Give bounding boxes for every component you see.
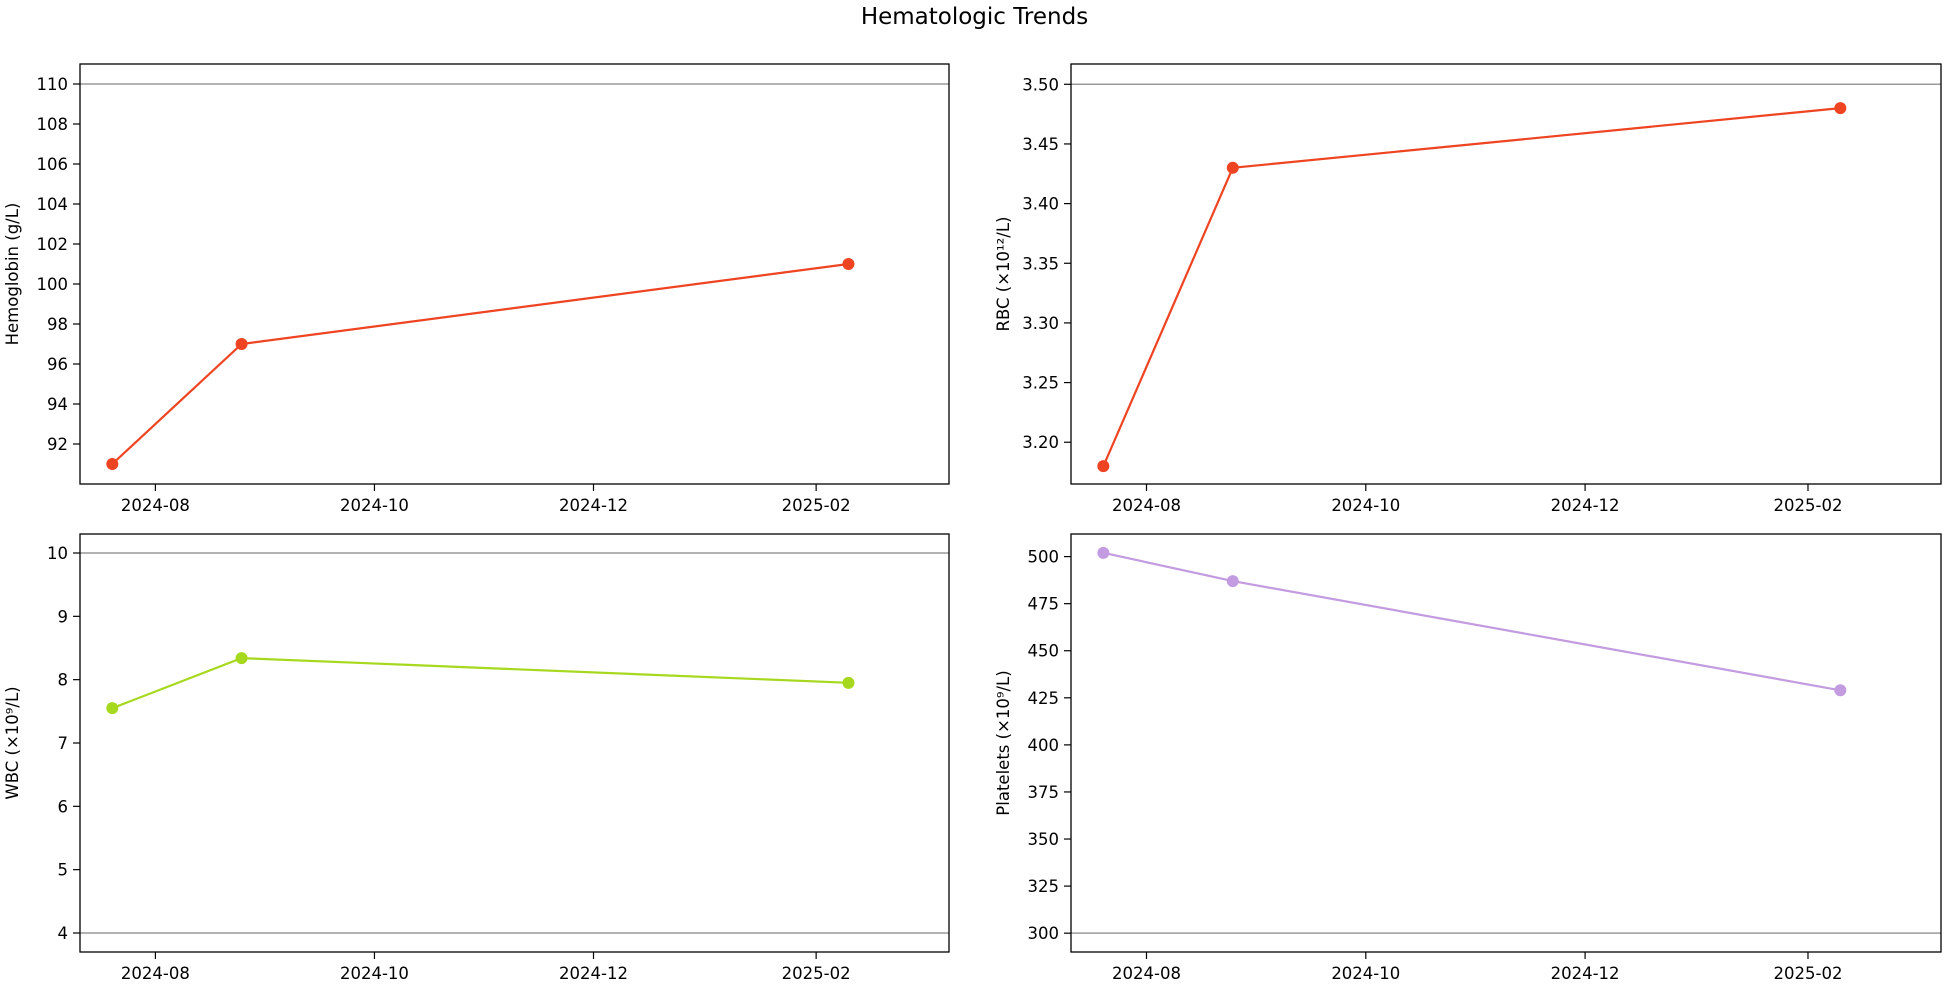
y-tick-label: 110 — [37, 75, 69, 94]
y-tick-label: 300 — [1028, 924, 1060, 943]
y-tick-label: 3.35 — [1022, 254, 1059, 273]
data-point — [235, 338, 248, 350]
x-tick-label: 2024-12 — [1551, 964, 1620, 983]
y-tick-label: 500 — [1028, 548, 1060, 567]
x-tick-label: 2025-02 — [782, 964, 851, 983]
y-tick-label: 3.25 — [1022, 374, 1059, 393]
y-tick-label: 450 — [1028, 642, 1060, 661]
y-tick-label: 94 — [47, 395, 68, 414]
y-axis-label: Platelets (×10⁹/L) — [994, 670, 1013, 815]
y-tick-label: 400 — [1028, 736, 1060, 755]
data-point — [106, 458, 119, 470]
y-axis-label: WBC (×10⁹/L) — [3, 686, 22, 799]
y-axis-label: Hemoglobin (g/L) — [3, 203, 22, 346]
x-tick-label: 2024-08 — [121, 496, 190, 515]
data-point — [842, 676, 855, 689]
y-tick-label: 3.50 — [1022, 75, 1059, 94]
y-tick-label: 9 — [58, 607, 69, 626]
chart-panel-1: 92 94 96 98 100 102 104 106 108 110 2024-08 2024-10… — [3, 63, 950, 515]
series-line — [1102, 107, 1841, 467]
data-point — [106, 702, 119, 715]
y-tick-label: 10 — [47, 544, 68, 563]
y-tick-label: 108 — [37, 115, 69, 134]
y-tick-label: 325 — [1028, 877, 1060, 896]
series-line — [1103, 551, 1841, 692]
series-line — [111, 656, 849, 710]
y-tick-label: 425 — [1028, 689, 1060, 708]
y-tick-label: 5 — [58, 861, 69, 880]
y-tick-label: 98 — [47, 315, 68, 334]
plot-frame — [79, 63, 950, 485]
y-axis-label: RBC (×10¹²/L) — [994, 217, 1013, 332]
data-point — [235, 652, 248, 665]
y-tick-label: 104 — [37, 195, 69, 214]
plot-frame — [1070, 533, 1942, 953]
y-tick-label: 3.45 — [1022, 135, 1059, 154]
data-point — [1226, 575, 1239, 588]
chart-panel-4: 300 325 350 375 400 425 450 475 500 2024-08 2024-1… — [994, 533, 1942, 983]
series-line — [111, 262, 849, 465]
y-tick-label: 7 — [58, 734, 69, 753]
y-tick-label: 102 — [37, 235, 69, 254]
x-tick-label: 2024-12 — [1551, 496, 1620, 515]
data-point — [1834, 684, 1847, 697]
y-tick-label: 92 — [47, 435, 68, 454]
y-tick-label: 375 — [1028, 783, 1060, 802]
y-tick-label: 3.20 — [1022, 433, 1059, 452]
data-point — [1097, 546, 1110, 559]
x-tick-label: 2024-12 — [559, 964, 628, 983]
y-tick-label: 3.30 — [1022, 314, 1059, 333]
chart-panel-3: 4 5 6 7 8 9 10 2024-08 2024-10 2024-12 2025-02 WBC … — [3, 533, 950, 983]
chart-panel-2: 3.20 3.25 3.30 3.35 3.40 3.45 3.50 2024-08 2024-… — [994, 63, 1942, 515]
x-tick-label: 2024-10 — [340, 964, 409, 983]
x-tick-label: 2025-02 — [1774, 964, 1843, 983]
x-tick-label: 2024-08 — [1112, 496, 1181, 515]
x-tick-label: 2024-10 — [1331, 496, 1400, 515]
y-tick-label: 106 — [37, 155, 69, 174]
y-tick-label: 4 — [58, 924, 69, 943]
x-tick-label: 2025-02 — [1774, 496, 1843, 515]
plot-frame — [79, 533, 950, 953]
data-point — [1226, 161, 1239, 174]
figure-title: Hematologic Trends — [860, 4, 1089, 30]
x-tick-label: 2024-08 — [121, 964, 190, 983]
x-tick-label: 2025-02 — [782, 496, 851, 515]
y-tick-label: 8 — [58, 671, 69, 690]
data-point — [1834, 102, 1847, 115]
x-tick-label: 2024-10 — [1331, 964, 1400, 983]
y-tick-label: 3.40 — [1022, 195, 1059, 214]
plot-frame — [1070, 63, 1942, 485]
y-tick-label: 6 — [58, 797, 69, 816]
y-tick-label: 350 — [1028, 830, 1060, 849]
x-tick-label: 2024-12 — [559, 496, 628, 515]
y-tick-label: 100 — [37, 275, 69, 294]
data-point — [842, 258, 855, 270]
data-point — [1097, 460, 1110, 473]
x-tick-label: 2024-10 — [340, 496, 409, 515]
y-tick-label: 475 — [1028, 595, 1060, 614]
x-tick-label: 2024-08 — [1112, 964, 1181, 983]
y-tick-label: 96 — [47, 355, 68, 374]
